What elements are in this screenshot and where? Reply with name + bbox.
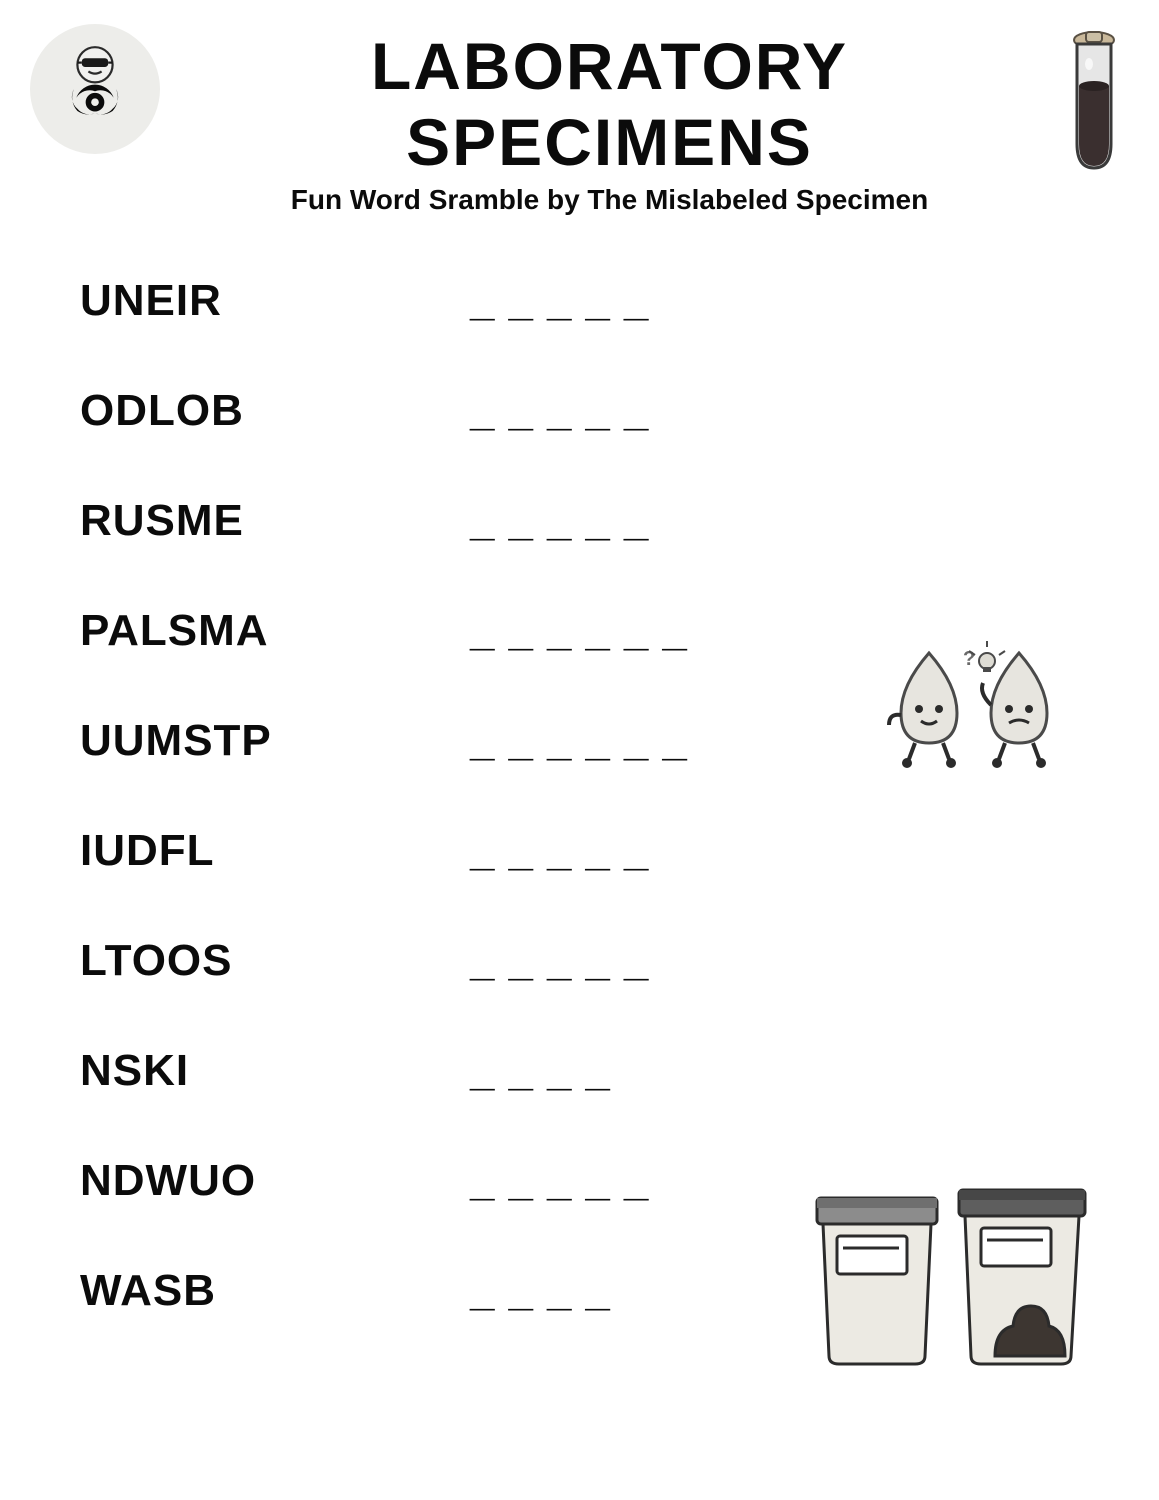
- scramble-row: LTOOS_____: [80, 936, 1079, 986]
- page-title: LABORATORY SPECIMENS: [160, 28, 1059, 180]
- scramble-word: UNEIR: [80, 276, 470, 326]
- scramble-word: WASB: [80, 1266, 470, 1316]
- scramble-word: LTOOS: [80, 936, 470, 986]
- header: LABORATORY SPECIMENS Fun Word Sramble by…: [0, 0, 1159, 216]
- scramble-row: NSKI____: [80, 1046, 1079, 1096]
- specimen-cups-icon: [799, 1180, 1099, 1375]
- answer-blanks: ______: [470, 716, 701, 766]
- scramble-word: ODLOB: [80, 386, 470, 436]
- answer-blanks: ______: [470, 606, 701, 656]
- answer-blanks: ____: [470, 1266, 624, 1316]
- scramble-row: IUDFL_____: [80, 826, 1079, 876]
- title-block: LABORATORY SPECIMENS Fun Word Sramble by…: [160, 20, 1059, 216]
- scramble-row: ODLOB_____: [80, 386, 1079, 436]
- scramble-row: UNEIR_____: [80, 276, 1079, 326]
- water-drops-icon: ?: [879, 635, 1079, 780]
- page-subtitle: Fun Word Sramble by The Mislabeled Speci…: [160, 184, 1059, 216]
- answer-blanks: _____: [470, 826, 662, 876]
- test-tube-icon: [1059, 26, 1129, 176]
- answer-blanks: ____: [470, 1046, 624, 1096]
- answer-blanks: _____: [470, 386, 662, 436]
- answer-blanks: _____: [470, 276, 662, 326]
- scramble-word: RUSME: [80, 496, 470, 546]
- answer-blanks: _____: [470, 936, 662, 986]
- scramble-word: IUDFL: [80, 826, 470, 876]
- answer-blanks: _____: [470, 1156, 662, 1206]
- scramble-word: NSKI: [80, 1046, 470, 1096]
- scramble-word: NDWUO: [80, 1156, 470, 1206]
- biohazard-icon: [30, 24, 160, 154]
- scramble-word: PALSMA: [80, 606, 470, 656]
- scramble-row: RUSME_____: [80, 496, 1079, 546]
- scramble-word: UUMSTP: [80, 716, 470, 766]
- answer-blanks: _____: [470, 496, 662, 546]
